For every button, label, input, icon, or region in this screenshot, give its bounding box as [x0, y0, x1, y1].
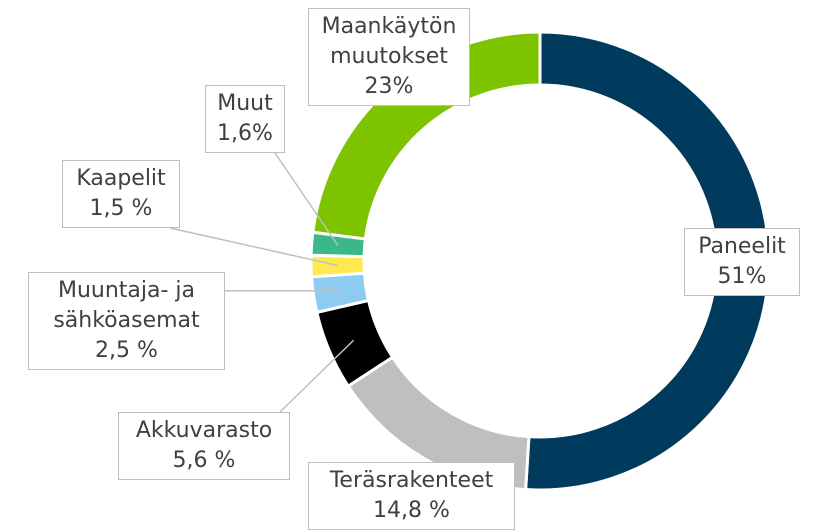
data-label: Paneelit 51%	[684, 228, 800, 296]
category-name: Teräsrakenteet	[329, 468, 494, 493]
value-label: 51%	[717, 264, 767, 289]
data-label: Muuntaja- ja sähköasemat 2,5 %	[28, 272, 225, 370]
value-label: 1,6%	[217, 121, 273, 146]
category-name: Paneelit	[698, 234, 786, 259]
leader-line	[169, 227, 338, 267]
category-name: Muut	[217, 91, 273, 116]
category-name: Akkuvarasto	[135, 418, 273, 443]
category-name: Kaapelit	[76, 166, 166, 191]
donut-slice	[309, 253, 367, 279]
donut-slice	[311, 30, 542, 241]
category-name: Maankäytön muutokset	[321, 14, 457, 69]
value-label: 23%	[364, 74, 414, 99]
data-label: Muut 1,6%	[205, 85, 285, 153]
value-label: 2,5 %	[95, 338, 158, 363]
donut-slice	[524, 30, 771, 492]
data-label: Akkuvarasto 5,6 %	[118, 412, 290, 480]
leader-line	[279, 339, 355, 413]
data-label: Maankäytön muutokset 23%	[308, 8, 470, 106]
data-label: Kaapelit 1,5 %	[62, 160, 180, 228]
category-name: Muuntaja- ja sähköasemat	[53, 278, 200, 333]
leader-line	[274, 152, 339, 247]
value-label: 1,5 %	[89, 196, 153, 221]
data-label: Teräsrakenteet 14,8 %	[308, 462, 515, 530]
value-label: 5,6 %	[172, 448, 236, 473]
value-label: 14,8 %	[373, 498, 450, 523]
